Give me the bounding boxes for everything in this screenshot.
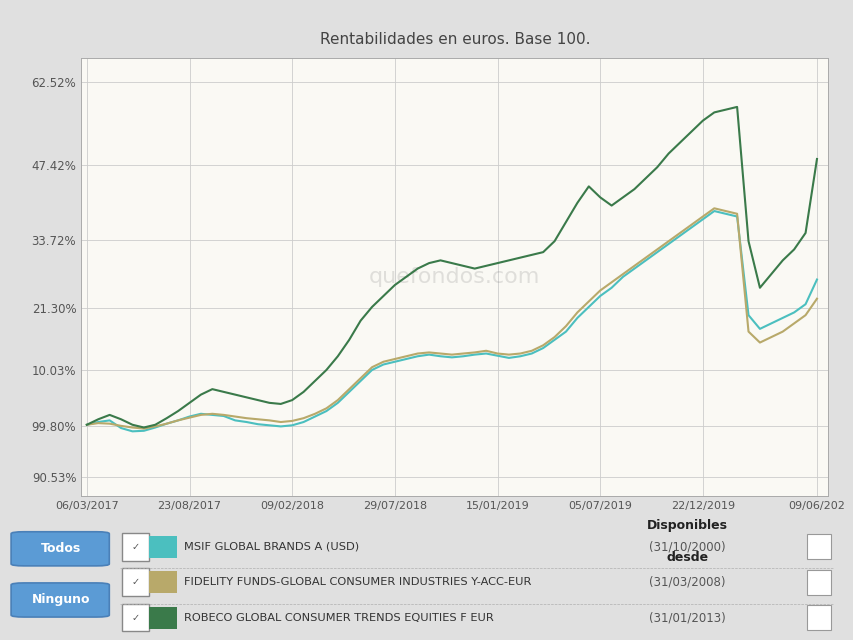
FancyBboxPatch shape [122, 568, 149, 596]
Text: ✓: ✓ [131, 577, 140, 588]
Text: ✓: ✓ [131, 612, 140, 623]
FancyBboxPatch shape [149, 571, 177, 593]
FancyBboxPatch shape [806, 605, 830, 630]
Text: (31/10/2000): (31/10/2000) [648, 540, 725, 554]
FancyBboxPatch shape [149, 607, 177, 629]
Title: Rentabilidades en euros. Base 100.: Rentabilidades en euros. Base 100. [319, 32, 589, 47]
Text: Todos: Todos [40, 541, 81, 555]
Text: Ninguno: Ninguno [32, 593, 90, 606]
FancyBboxPatch shape [11, 583, 109, 617]
FancyBboxPatch shape [149, 536, 177, 558]
FancyBboxPatch shape [806, 534, 830, 559]
Text: desde: desde [665, 551, 708, 564]
FancyBboxPatch shape [122, 533, 149, 561]
Text: quefondos.com: quefondos.com [368, 267, 540, 287]
Text: ROBECO GLOBAL CONSUMER TRENDS EQUITIES F EUR: ROBECO GLOBAL CONSUMER TRENDS EQUITIES F… [183, 612, 493, 623]
FancyBboxPatch shape [122, 604, 149, 632]
Text: ✓: ✓ [131, 542, 140, 552]
Text: Disponibles: Disponibles [647, 519, 727, 532]
FancyBboxPatch shape [11, 532, 109, 566]
Text: (31/01/2013): (31/01/2013) [648, 611, 725, 624]
Text: MSIF GLOBAL BRANDS A (USD): MSIF GLOBAL BRANDS A (USD) [183, 542, 358, 552]
Text: (31/03/2008): (31/03/2008) [648, 576, 725, 589]
Text: FIDELITY FUNDS-GLOBAL CONSUMER INDUSTRIES Y-ACC-EUR: FIDELITY FUNDS-GLOBAL CONSUMER INDUSTRIE… [183, 577, 531, 588]
FancyBboxPatch shape [806, 570, 830, 595]
